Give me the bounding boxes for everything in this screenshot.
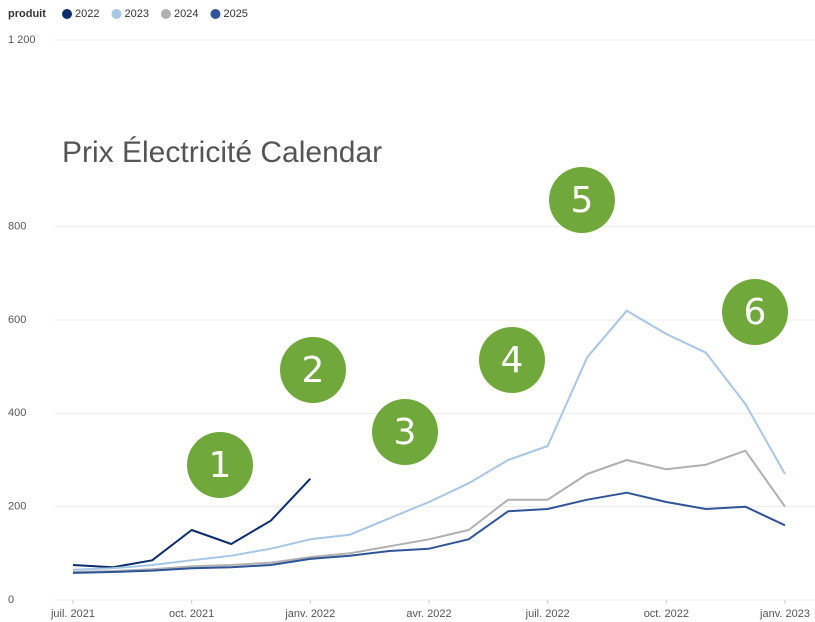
legend-label: 2023 xyxy=(124,8,148,20)
annotation-badge xyxy=(280,337,346,403)
x-tick-label: juil. 2022 xyxy=(525,608,570,620)
annotation-badge xyxy=(372,399,438,465)
series-line xyxy=(72,449,786,573)
annotation-label: 1 xyxy=(209,445,232,486)
x-tick-label: juil. 2021 xyxy=(50,608,95,620)
series-line xyxy=(72,491,786,574)
annotation-label: 3 xyxy=(394,412,417,453)
legend-label: 2022 xyxy=(75,8,99,20)
annotation-label: 6 xyxy=(744,292,767,333)
y-tick-label: 400 xyxy=(8,407,26,419)
x-tick-label: oct. 2021 xyxy=(169,608,214,620)
legend-swatch xyxy=(160,9,171,19)
legend-swatch xyxy=(111,9,122,19)
y-tick-label: 600 xyxy=(8,314,26,326)
legend-label: 2024 xyxy=(174,8,198,20)
x-tick-label: janv. 2023 xyxy=(759,608,810,620)
legend-label: 2025 xyxy=(223,8,247,20)
legend-swatch xyxy=(62,9,72,19)
y-tick-label: 800 xyxy=(8,221,26,233)
annotation-badge xyxy=(549,167,615,233)
chart-title: Prix Électricité Calendar xyxy=(62,136,382,169)
legend-swatch xyxy=(210,9,221,19)
series-line xyxy=(72,309,786,571)
y-tick-label: 1 200 xyxy=(8,34,36,46)
y-tick-label: 200 xyxy=(8,501,26,513)
y-tick-label: 0 xyxy=(8,594,14,606)
legend-title: produit xyxy=(8,8,46,20)
annotation-label: 5 xyxy=(571,180,594,221)
annotation-badge xyxy=(722,279,788,345)
x-tick-label: avr. 2022 xyxy=(406,608,451,620)
annotation-badge xyxy=(479,327,545,393)
series-line xyxy=(72,478,312,569)
annotation-label: 2 xyxy=(302,350,325,391)
annotation-label: 4 xyxy=(501,340,524,381)
x-tick-label: janv. 2022 xyxy=(284,608,335,620)
annotation-badge xyxy=(187,432,253,498)
x-tick-label: oct. 2022 xyxy=(644,608,689,620)
